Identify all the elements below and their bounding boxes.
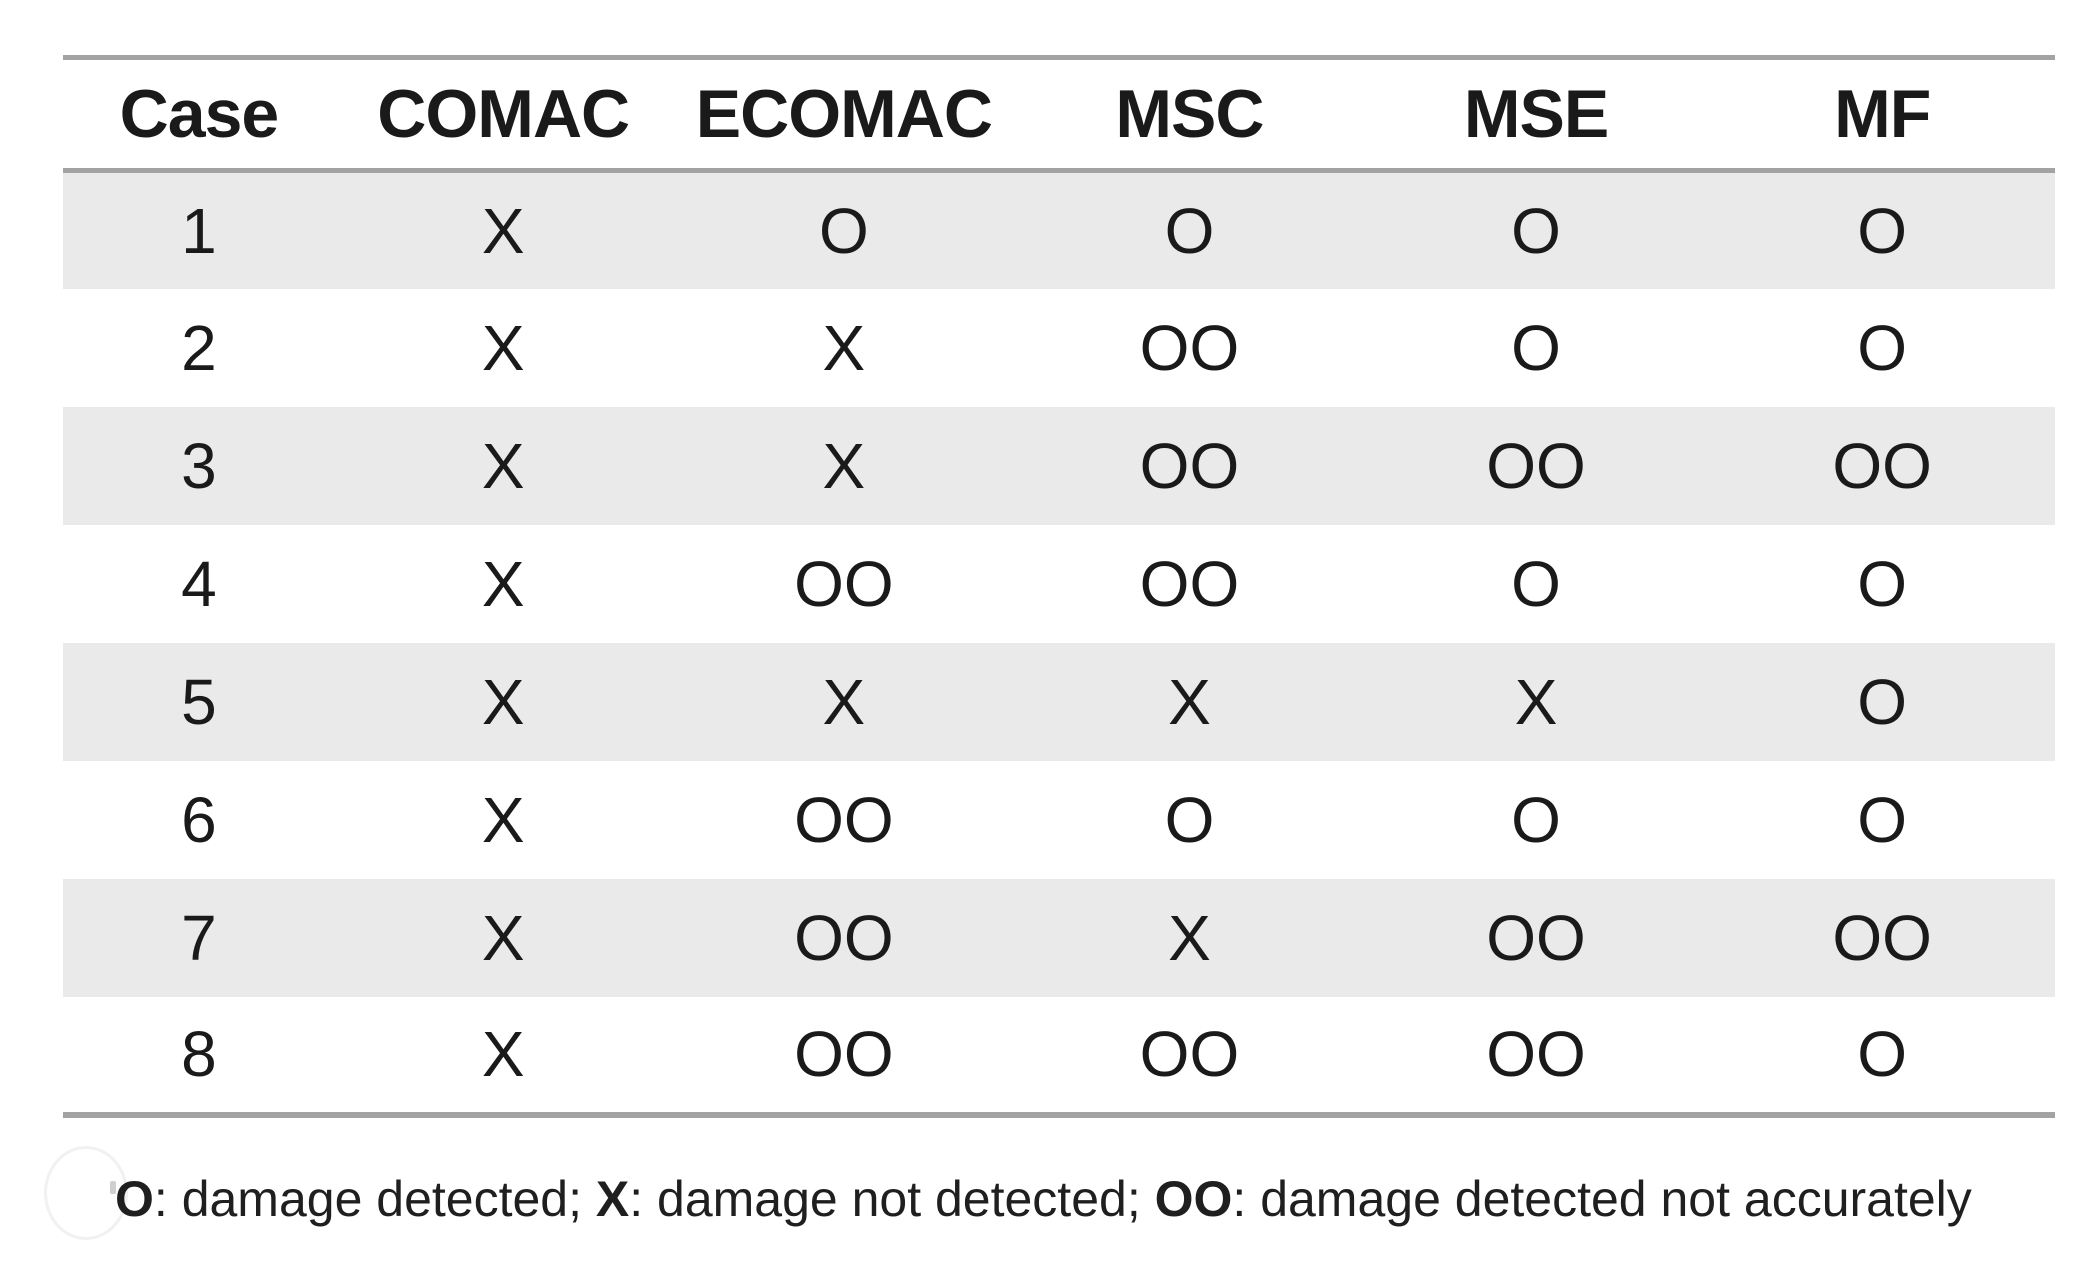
result-cell: X [334,170,672,289]
result-cell: O [1362,170,1710,289]
result-cell: X [334,406,672,525]
result-cell: X [334,288,672,407]
result-cell: OO [671,878,1017,997]
result-cell: X [671,642,1017,761]
result-cell: OO [671,996,1017,1115]
legend-symbol: X [595,1171,630,1227]
result-cell: X [671,406,1017,525]
result-cell: X [1362,642,1710,761]
result-cell: X [334,996,672,1115]
result-cell: X [334,642,672,761]
result-cell: OO [1709,878,2055,997]
column-header-msc: MSC [1016,57,1363,173]
result-cell: X [334,760,672,879]
result-cell: O [1709,524,2055,643]
result-cell: OO [1362,878,1710,997]
result-cell: OO [1016,524,1363,643]
result-cell: O [1362,288,1710,407]
case-cell: 6 [63,760,335,879]
header-row: Case COMAC ECOMAC MSC MSE MF [63,57,2055,173]
result-cell: O [1362,760,1710,879]
table-row: 2 X X OO O O [63,288,2055,407]
result-cell: X [671,288,1017,407]
result-cell: O [1709,760,2055,879]
result-cell: O [1709,642,2055,761]
result-cell: O [1709,288,2055,407]
case-cell: 7 [63,878,335,997]
faint-circle-artifact [44,1146,128,1240]
result-cell: O [1709,170,2055,289]
result-cell: X [1016,642,1363,761]
result-cell: OO [671,524,1017,643]
result-cell: O [1362,524,1710,643]
table-row: 7 X OO X OO OO [63,878,2055,997]
case-cell: 4 [63,524,335,643]
legend-text: O: damage detected; X: damage not detect… [115,1163,2075,1235]
results-table: Case COMAC ECOMAC MSC MSE MF 1 X O O O O 2 X X OO… [63,55,2055,1118]
case-cell: 3 [63,406,335,525]
result-cell: OO [1016,288,1363,407]
table-row: 6 X OO O O O [63,760,2055,879]
result-cell: OO [671,760,1017,879]
case-cell: 1 [63,170,335,289]
result-cell: X [334,524,672,643]
legend-description: : damage detected; [153,1171,596,1227]
column-header-mf: MF [1709,57,2055,173]
legend-symbol: OO [1154,1171,1233,1227]
case-cell: 5 [63,642,335,761]
case-cell: 8 [63,996,335,1115]
result-cell: OO [1362,406,1710,525]
column-header-ecomac: ECOMAC [671,57,1017,173]
result-cell: O [1016,760,1363,879]
legend-description: : damage detected not accurately [1232,1171,1972,1227]
table-row: 8 X OO OO OO O [63,996,2055,1115]
result-cell: OO [1709,406,2055,525]
faint-tick-artifact [110,1181,116,1194]
result-cell: O [1016,170,1363,289]
legend-symbol: O [115,1171,154,1227]
result-cell: OO [1016,996,1363,1115]
column-header-mse: MSE [1362,57,1710,173]
table-row: 3 X X OO OO OO [63,406,2055,525]
result-cell: O [671,170,1017,289]
result-cell: O [1709,996,2055,1115]
column-header-comac: COMAC [334,57,672,173]
table-row: 4 X OO OO O O [63,524,2055,643]
case-cell: 2 [63,288,335,407]
table-container: Case COMAC ECOMAC MSC MSE MF 1 X O O O O 2 X X OO… [63,55,2055,1118]
result-cell: X [334,878,672,997]
column-header-case: Case [63,57,335,173]
result-cell: X [1016,878,1363,997]
legend-description: : damage not detected; [629,1171,1155,1227]
result-cell: OO [1362,996,1710,1115]
result-cell: OO [1016,406,1363,525]
